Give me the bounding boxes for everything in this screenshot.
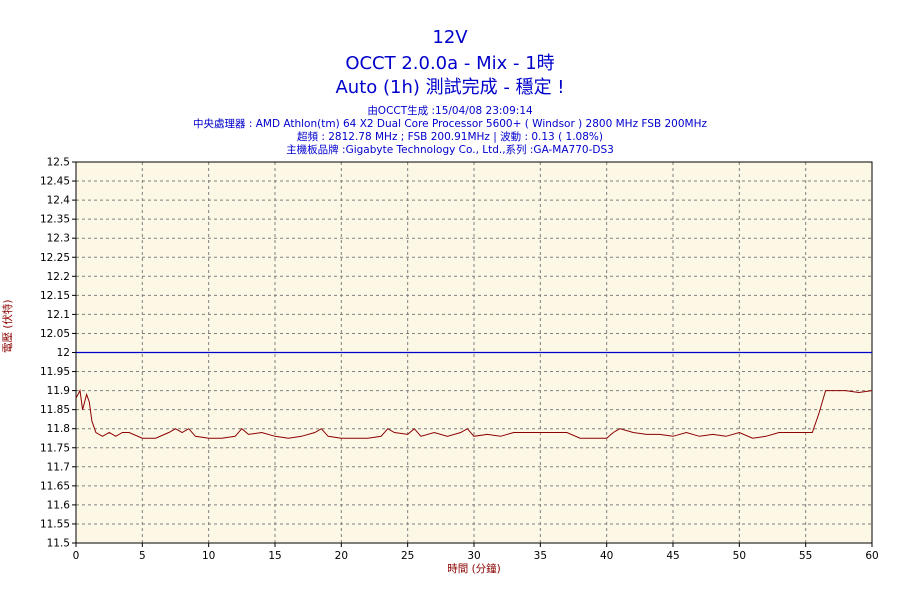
x-tick-label: 50	[733, 550, 746, 562]
x-tick-label: 25	[401, 550, 414, 562]
y-tick-label: 12.2	[47, 271, 70, 283]
chart-title: 12V	[432, 27, 468, 48]
y-tick-label: 11.6	[47, 499, 71, 511]
x-tick-label: 0	[73, 550, 80, 562]
y-tick-label: 11.9	[47, 385, 70, 397]
x-tick-label: 5	[139, 550, 146, 562]
y-tick-label: 12.35	[40, 214, 70, 226]
x-tick-label: 35	[534, 550, 547, 562]
x-tick-label: 15	[268, 550, 281, 562]
chart-status-title: Auto (1h) 測試完成 - 穩定 !	[335, 77, 565, 98]
y-tick-label: 12.4	[47, 195, 71, 207]
y-tick-label: 12.25	[40, 252, 70, 264]
x-axis-title: 時間 (分鐘)	[447, 562, 501, 575]
y-tick-label: 11.75	[40, 442, 70, 454]
y-tick-label: 11.85	[40, 404, 70, 416]
y-tick-label: 11.7	[47, 461, 70, 473]
y-tick-label: 11.5	[47, 538, 70, 550]
y-tick-label: 12.3	[47, 233, 70, 245]
y-tick-label: 11.95	[40, 366, 70, 378]
y-tick-label: 11.55	[40, 518, 70, 530]
x-tick-label: 20	[335, 550, 348, 562]
x-tick-label: 45	[666, 550, 679, 562]
y-tick-label: 12.5	[47, 157, 70, 169]
motherboard-info: 主機板品牌 :Gigabyte Technology Co., Ltd.,系列 …	[286, 144, 614, 156]
y-tick-label: 12	[57, 347, 70, 359]
chart-subtitle: OCCT 2.0.0a - Mix - 1時	[345, 53, 555, 74]
y-tick-label: 12.15	[40, 290, 70, 302]
x-tick-label: 60	[865, 550, 878, 562]
generated-info: 由OCCT生成 :15/04/08 23:09:14	[367, 105, 533, 117]
voltage-series-line	[75, 388, 873, 439]
x-tick-label: 30	[467, 550, 480, 562]
y-axis-title: 電壓 (伏特)	[2, 299, 15, 353]
y-tick-label: 11.8	[47, 423, 70, 435]
y-tick-label: 11.65	[40, 480, 70, 492]
x-tick-label: 40	[600, 550, 613, 562]
cpu-info: 中央處理器 : AMD Athlon(tm) 64 X2 Dual Core P…	[192, 118, 707, 130]
x-tick-label: 10	[202, 550, 215, 562]
x-tick-label: 55	[799, 550, 812, 562]
y-tick-label: 12.45	[40, 176, 70, 188]
overclock-info: 超頻 : 2812.78 MHz ; FSB 200.91MHz | 波動 : …	[297, 131, 603, 143]
y-tick-label: 12.1	[47, 309, 70, 321]
y-tick-label: 12.05	[40, 328, 70, 340]
